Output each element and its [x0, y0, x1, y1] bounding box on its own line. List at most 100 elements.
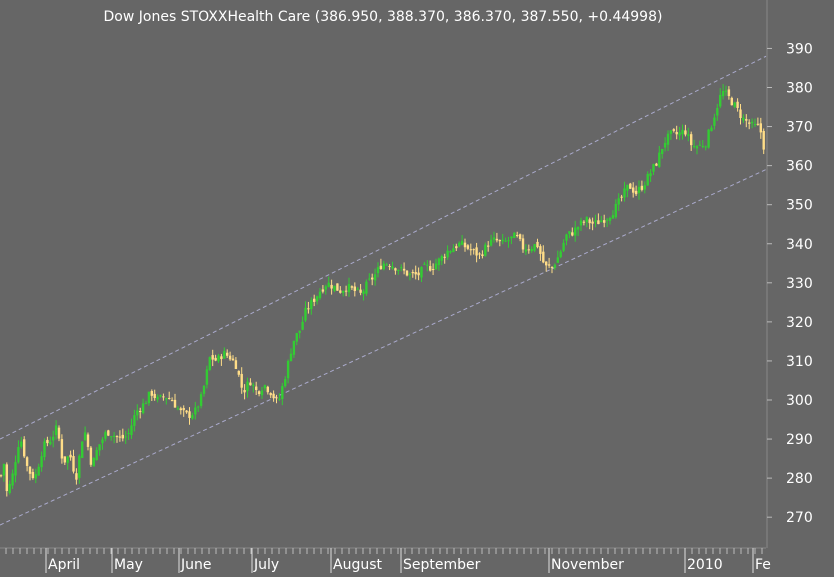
candle	[14, 455, 17, 483]
candle-body-down	[495, 238, 499, 241]
candle	[107, 429, 110, 437]
candle	[739, 103, 742, 125]
candle-body-up	[2, 463, 6, 476]
candle-body-up	[310, 300, 313, 310]
candle-body-down	[231, 358, 235, 361]
candle	[629, 182, 632, 189]
candle	[608, 216, 612, 225]
candle	[356, 287, 359, 291]
candle	[501, 233, 504, 245]
candle	[695, 145, 699, 155]
candle	[121, 428, 124, 442]
candle-body-down	[57, 427, 61, 439]
candle-body-up	[49, 441, 52, 445]
candle-body-up	[553, 264, 557, 268]
candle-body-down	[185, 410, 188, 413]
candle-body-down	[226, 352, 229, 356]
candle	[141, 398, 145, 415]
candle	[559, 249, 562, 259]
candle-body-up	[54, 425, 58, 436]
candle-body-up	[576, 226, 580, 230]
candle	[736, 98, 739, 112]
candle-body-down	[359, 289, 362, 293]
candle	[429, 260, 432, 272]
candle-body-down	[139, 411, 142, 413]
candle-body-down	[417, 272, 420, 276]
candle	[637, 180, 641, 200]
candle-body-up	[52, 436, 55, 441]
candle-body-down	[588, 219, 591, 224]
month-tick-label: November	[551, 557, 624, 573]
candle-body-down	[228, 355, 232, 360]
candle-body-up	[750, 121, 754, 124]
candle-body-up	[687, 134, 690, 136]
candle	[646, 171, 649, 186]
candle-body-up	[646, 173, 649, 186]
candle	[574, 220, 577, 242]
candle	[336, 283, 339, 291]
candle-body-down	[498, 240, 501, 242]
candle	[313, 294, 316, 307]
candle-body-up	[385, 264, 388, 266]
candle	[721, 84, 725, 100]
candle-body-up	[742, 117, 745, 121]
candle	[620, 194, 623, 202]
candle	[617, 193, 620, 211]
candle-body-up	[666, 133, 670, 145]
candle	[110, 436, 113, 441]
candle	[307, 301, 310, 314]
candle-body-down	[115, 436, 119, 438]
candle-body-up	[460, 240, 464, 245]
candle-body-down	[405, 270, 409, 276]
candle	[144, 400, 148, 405]
candle-body-down	[597, 220, 600, 225]
candle	[25, 456, 29, 472]
candle	[226, 349, 229, 358]
candle	[255, 381, 258, 395]
candle	[655, 162, 658, 167]
candle	[81, 441, 84, 459]
candle-body-up	[663, 142, 667, 148]
candle	[666, 130, 670, 152]
candle-body-up	[652, 164, 655, 172]
month-tick-label: August	[333, 557, 383, 573]
price-tick-label: 360	[786, 159, 813, 175]
candle	[449, 250, 452, 254]
candle-body-up	[159, 395, 162, 397]
candle	[597, 213, 600, 225]
candle	[458, 241, 461, 248]
candle-body-down	[545, 261, 548, 266]
candle	[199, 391, 203, 409]
candle	[539, 244, 542, 261]
candle-body-down	[89, 447, 93, 465]
candle-body-up	[208, 357, 211, 370]
candle-body-up	[530, 248, 533, 252]
candle	[263, 384, 267, 391]
candle-body-up	[710, 127, 713, 132]
candle	[223, 347, 226, 359]
candle	[310, 297, 313, 315]
candle	[168, 391, 171, 400]
candle-body-up	[484, 244, 487, 256]
candle	[704, 145, 707, 151]
candle	[690, 131, 693, 151]
candle-body-down	[736, 101, 739, 109]
candle-body-down	[162, 396, 165, 398]
candle-body-down	[75, 473, 78, 480]
candle	[365, 279, 368, 296]
candle-body-up	[594, 220, 597, 222]
candle-body-up	[141, 403, 145, 414]
candle	[585, 216, 588, 228]
candle	[118, 430, 122, 442]
candle-body-down	[173, 399, 177, 408]
candle	[623, 181, 626, 202]
candle-body-down	[86, 434, 90, 447]
candle	[431, 263, 435, 276]
candle	[211, 349, 214, 367]
candle-body-down	[72, 456, 75, 472]
candle	[536, 238, 539, 249]
candle	[463, 238, 467, 252]
candle	[495, 232, 499, 243]
candle-body-up	[368, 278, 371, 280]
candle-body-down	[620, 196, 623, 198]
